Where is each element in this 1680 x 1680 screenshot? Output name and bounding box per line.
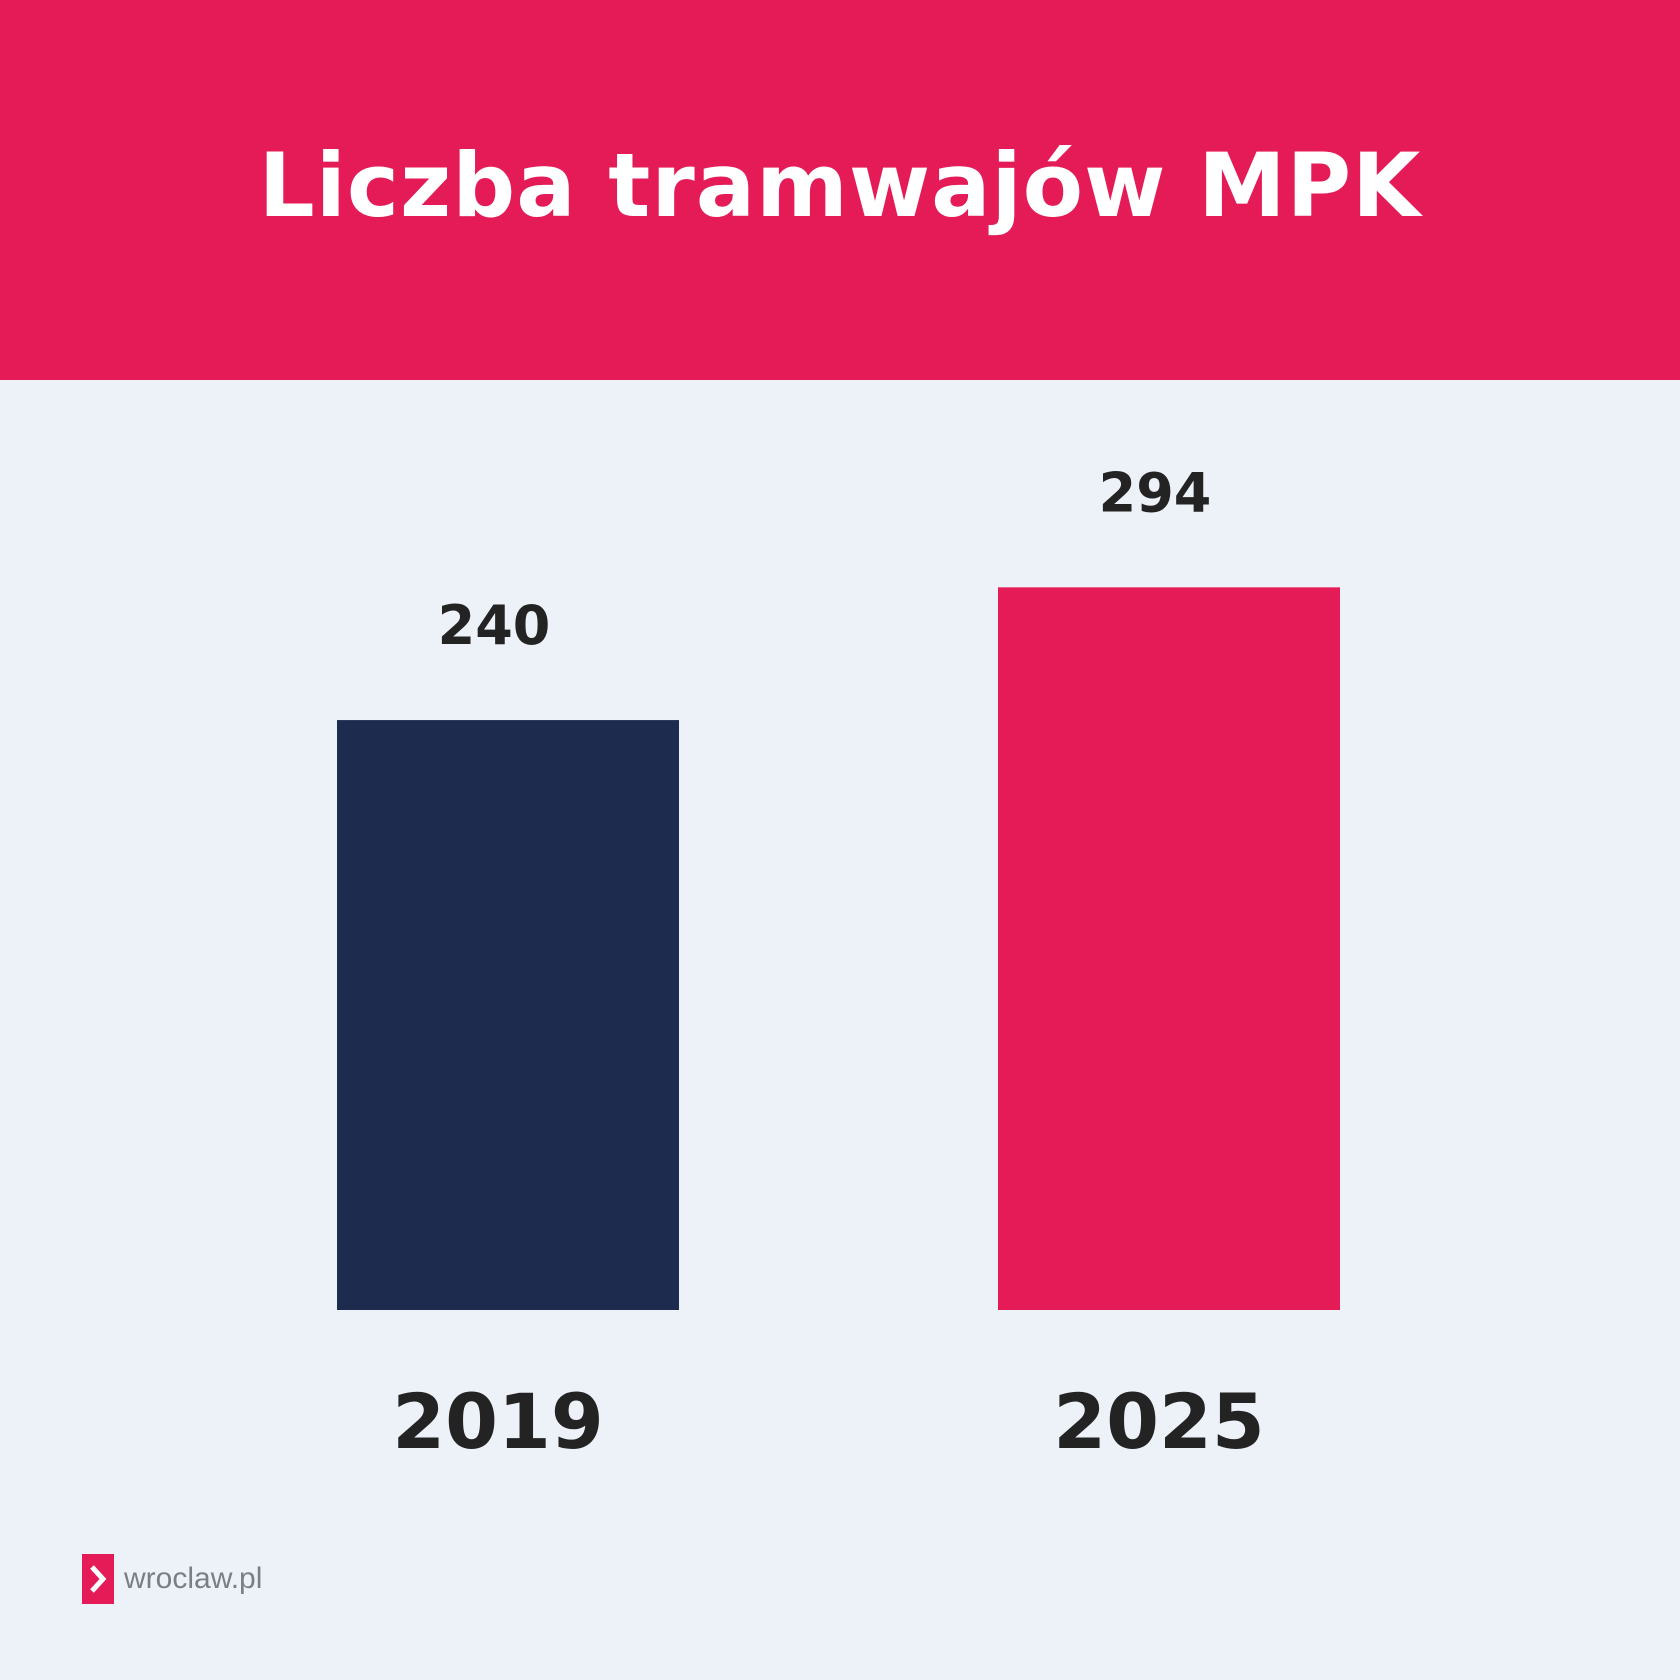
category-label-2019: 2019 <box>392 1377 604 1466</box>
bar-chart: 240 2019 294 2025 <box>337 461 1340 1466</box>
logo-text: wroclaw.pl <box>124 1562 263 1595</box>
chart-title: Liczba tramwajów MPK <box>258 133 1422 237</box>
wroclaw-logo: wroclaw.pl <box>82 1554 262 1604</box>
bar-2019 <box>337 720 679 1310</box>
bar-2025 <box>998 587 1340 1310</box>
data-label-2019: 240 <box>438 594 551 657</box>
header-banner: Liczba tramwajów MPK <box>0 0 1680 380</box>
category-label-2025: 2025 <box>1053 1377 1265 1466</box>
data-label-2025: 294 <box>1099 461 1212 524</box>
chevron-right-icon <box>82 1554 114 1604</box>
